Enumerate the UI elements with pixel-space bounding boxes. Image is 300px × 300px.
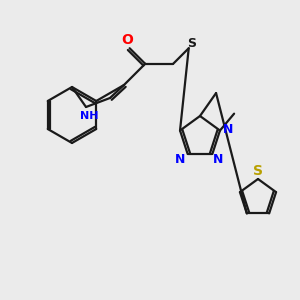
Text: S: S <box>187 37 196 50</box>
Text: N: N <box>175 154 185 166</box>
Text: S: S <box>253 164 263 178</box>
Text: N: N <box>213 154 224 166</box>
Text: N: N <box>223 123 233 136</box>
Text: NH: NH <box>80 111 98 121</box>
Text: O: O <box>122 33 134 47</box>
